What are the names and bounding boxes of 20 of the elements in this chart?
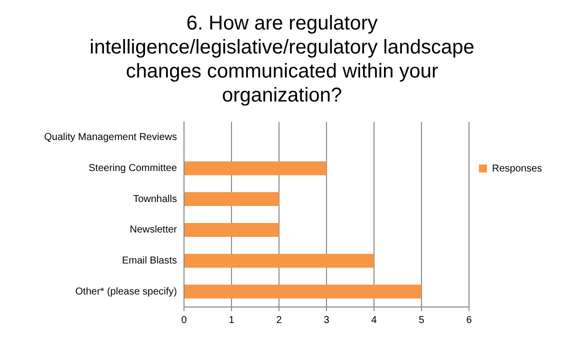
y-tick-label: Townhalls bbox=[133, 194, 177, 205]
x-tick-label: 1 bbox=[228, 314, 235, 326]
x-tick-label: 5 bbox=[418, 314, 425, 326]
x-tick-label: 2 bbox=[276, 314, 282, 326]
bar bbox=[184, 192, 279, 206]
y-tick-label: Newsletter bbox=[130, 224, 178, 236]
bar bbox=[184, 222, 279, 237]
x-tick-label: 6 bbox=[466, 314, 472, 326]
bar bbox=[184, 161, 326, 176]
x-tick-label: 4 bbox=[371, 314, 378, 326]
y-tick-label: Email Blasts bbox=[122, 256, 177, 266]
x-tick-label: 3 bbox=[324, 314, 330, 326]
x-tick-label: 0 bbox=[181, 314, 188, 326]
y-tick-label: Quality Management Reviews bbox=[44, 132, 177, 144]
bar bbox=[184, 284, 422, 299]
chart-title: 6. How are regulatory intelligence/legislative/regulatory landscape changes communicated within your organization? bbox=[90, 12, 474, 107]
bar bbox=[184, 254, 374, 268]
y-tick-label: Steering Committee bbox=[88, 163, 178, 174]
y-tick-label: Other* (please specify) bbox=[75, 286, 177, 298]
legend-label: Responses bbox=[492, 163, 542, 174]
